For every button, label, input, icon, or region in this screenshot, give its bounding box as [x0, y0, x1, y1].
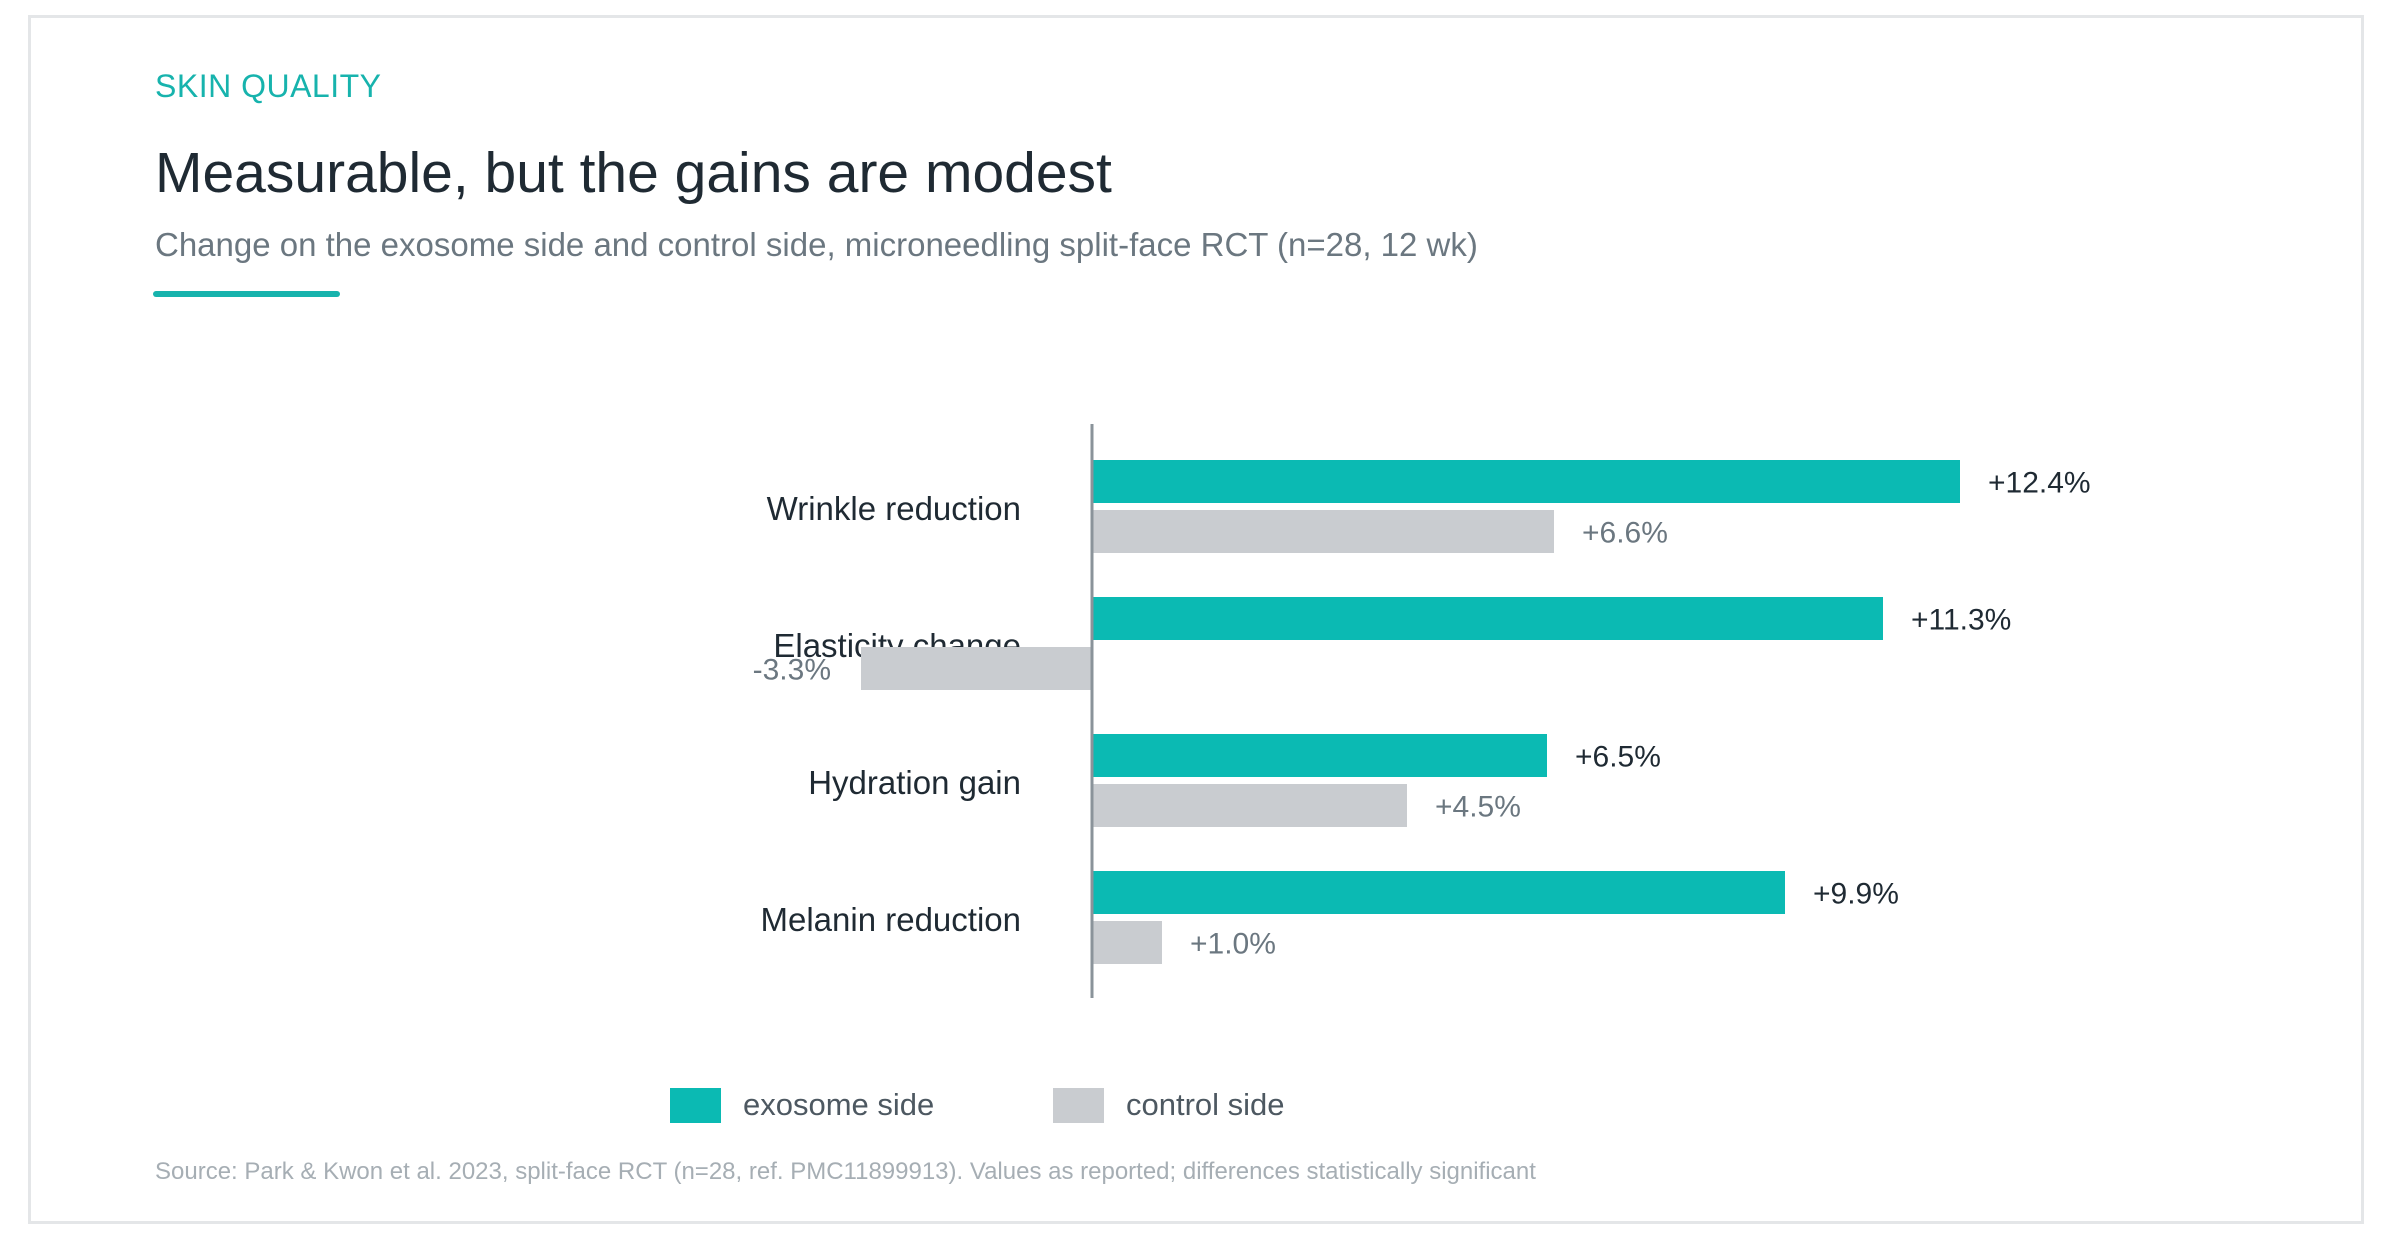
legend-item-exosome: exosome side: [670, 1087, 934, 1123]
bar-control: [1092, 921, 1162, 964]
legend-item-control: control side: [1053, 1087, 1285, 1123]
category-label: Wrinkle reduction: [767, 490, 1021, 527]
data-label-exosome: +11.3%: [1911, 604, 2011, 637]
data-label-control: +1.0%: [1190, 928, 1276, 961]
bar-exosome: [1092, 460, 1960, 503]
legend-swatch-exosome: [670, 1087, 721, 1123]
bar-exosome: [1092, 734, 1547, 777]
bar-exosome: [1092, 597, 1883, 640]
category-label: Hydration gain: [808, 764, 1021, 801]
bar-control: [1092, 510, 1554, 553]
category-label: Melanin reduction: [761, 901, 1022, 938]
data-label-exosome: +12.4%: [1988, 467, 2091, 500]
legend-swatch-control: [1053, 1087, 1104, 1123]
legend-label-exosome: exosome side: [743, 1087, 935, 1122]
section-eyebrow: SKIN QUALITY: [155, 68, 382, 104]
chart-title: Measurable, but the gains are modest: [155, 141, 1112, 205]
data-label-control: -3.3%: [753, 654, 831, 687]
bar-control: [1092, 784, 1407, 827]
chart-subtitle: Change on the exosome side and control s…: [155, 226, 1478, 263]
accent-rule: [153, 291, 340, 297]
source-note: Source: Park & Kwon et al. 2023, split-f…: [155, 1158, 1536, 1185]
data-label-exosome: +6.5%: [1575, 741, 1661, 774]
legend-label-control: control side: [1126, 1087, 1285, 1122]
data-label-exosome: +9.9%: [1813, 878, 1899, 911]
bar-control: [861, 647, 1092, 690]
bar-exosome: [1092, 871, 1785, 914]
data-label-control: +6.6%: [1582, 517, 1668, 550]
data-label-control: +4.5%: [1435, 791, 1521, 824]
